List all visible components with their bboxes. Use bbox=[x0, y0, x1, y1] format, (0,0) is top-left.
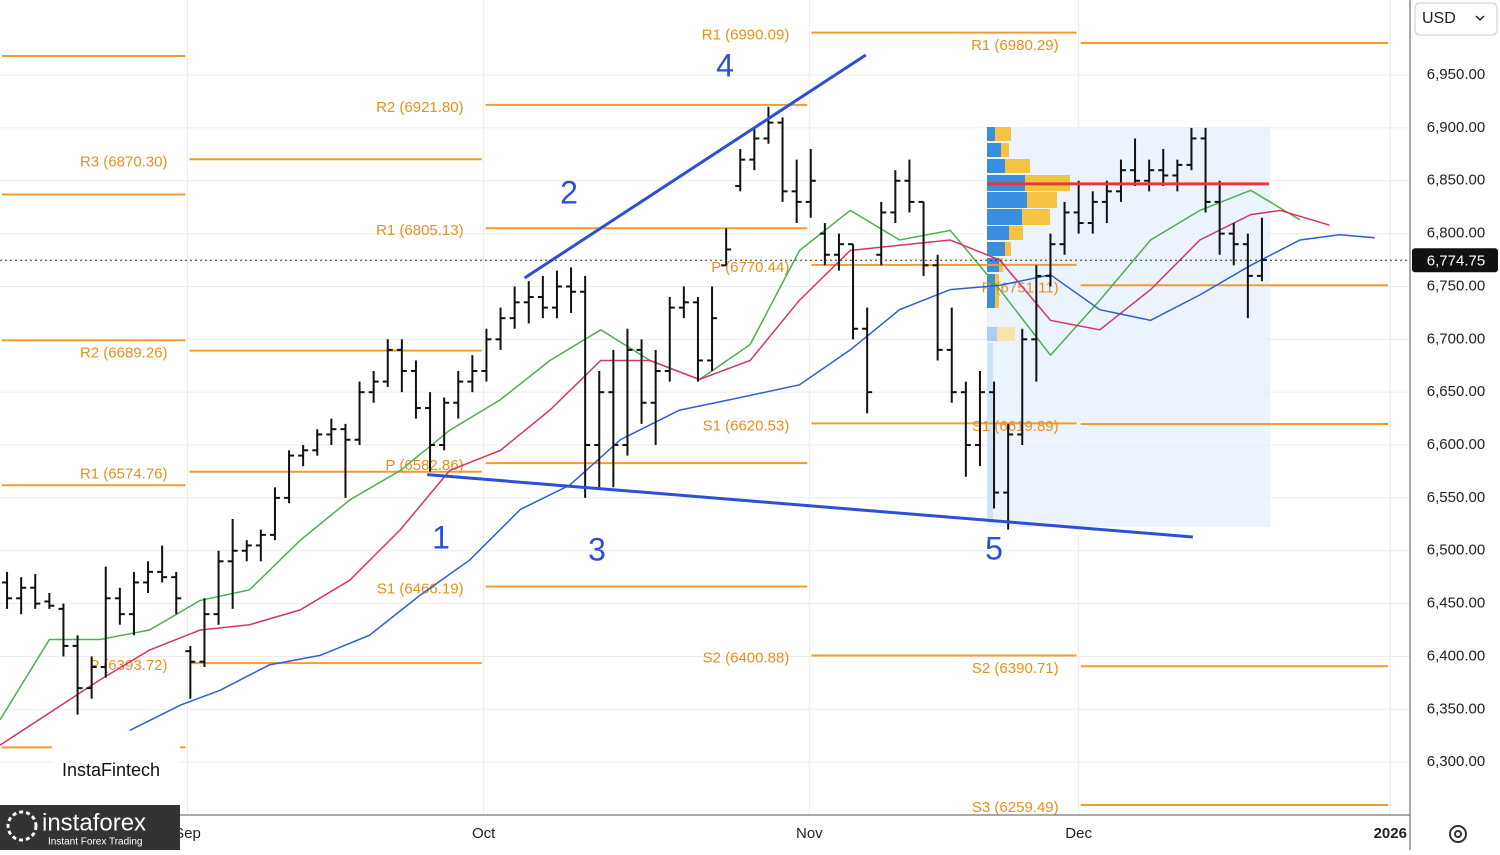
volume-profile bbox=[987, 127, 1070, 523]
x-tick-label: Sep bbox=[174, 825, 201, 842]
dropdown-arrow bbox=[1475, 15, 1485, 22]
currency-label[interactable]: USD bbox=[1422, 10, 1456, 27]
pivot-label: P (6393.72) bbox=[89, 657, 167, 674]
pivot-label: R2 (6689.26) bbox=[80, 345, 168, 362]
settings-icon[interactable] bbox=[1449, 825, 1467, 843]
y-tick-label: 6,500.00 bbox=[1427, 542, 1485, 559]
last-price-label: 6,774.75 bbox=[1427, 252, 1485, 269]
y-tick-label: 6,550.00 bbox=[1427, 489, 1485, 506]
y-tick-label: 6,600.00 bbox=[1427, 436, 1485, 453]
y-tick-label: 6,750.00 bbox=[1427, 277, 1485, 294]
pivot-label: S1 (6466.19) bbox=[377, 580, 464, 597]
y-tick-label: 6,350.00 bbox=[1427, 700, 1485, 717]
y-tick-label: 6,850.00 bbox=[1427, 172, 1485, 189]
pivot-label: R3 (6870.30) bbox=[80, 153, 168, 170]
y-tick-label: 6,700.00 bbox=[1427, 330, 1485, 347]
y-tick-label: 6,900.00 bbox=[1427, 119, 1485, 136]
y-tick-label: 6,450.00 bbox=[1427, 595, 1485, 612]
wave-label: 2 bbox=[560, 174, 578, 210]
x-tick-label: 2026 bbox=[1374, 825, 1407, 842]
moving-averages bbox=[0, 189, 1375, 746]
moving-average bbox=[129, 233, 1375, 732]
overlay: 1 2 3 4 5 bbox=[0, 47, 1410, 567]
x-tick-label: Oct bbox=[472, 825, 496, 842]
y-tick-label: 6,800.00 bbox=[1427, 225, 1485, 242]
pivot-levels: R3 (6870.30) R2 (6689.26) R1 (6574.76) P (6… bbox=[2, 27, 1389, 816]
pivot-label: R1 (6980.29) bbox=[971, 37, 1059, 54]
trendline bbox=[523, 53, 867, 280]
wave-label: 4 bbox=[716, 47, 734, 83]
y-tick-label: 6,950.00 bbox=[1427, 66, 1485, 83]
pivot-label: S1 (6620.53) bbox=[703, 417, 790, 434]
pivot-label: S2 (6400.88) bbox=[703, 649, 790, 666]
pivot-label: R1 (6574.76) bbox=[80, 466, 168, 483]
x-tick-label: Nov bbox=[796, 825, 823, 842]
wave-label: 5 bbox=[985, 530, 1003, 566]
pivot-label: S2 (6390.71) bbox=[972, 660, 1059, 677]
pivot-label: S3 (6259.49) bbox=[972, 799, 1059, 816]
logo-icon bbox=[6, 810, 38, 842]
logo-box bbox=[0, 805, 180, 850]
x-tick-label: Dec bbox=[1065, 825, 1092, 842]
y-tick-label: 6,650.00 bbox=[1427, 383, 1485, 400]
trendline bbox=[427, 473, 1193, 539]
pivot-label: R1 (6990.09) bbox=[702, 27, 790, 44]
logo-tagline: Instant Forex Trading bbox=[48, 837, 143, 848]
brand-box bbox=[52, 735, 180, 803]
pivot-label: P (6582.86) bbox=[386, 457, 464, 474]
pivot-label: S1 (6619.89) bbox=[972, 418, 1059, 435]
logo-text: instaforex bbox=[42, 809, 146, 836]
currency-select[interactable] bbox=[1414, 2, 1498, 36]
brand-fintech: InstaFintech bbox=[62, 760, 160, 780]
wave-label: 3 bbox=[588, 531, 606, 567]
pivot-label: P (6770.44) bbox=[711, 259, 789, 276]
moving-average bbox=[0, 209, 1330, 746]
y-tick-label: 6,400.00 bbox=[1427, 647, 1485, 664]
pivot-label: R1 (6805.13) bbox=[376, 222, 464, 239]
axes: 6,300.00 6,350.00 6,400.00 6,450.00 6,500.00… bbox=[174, 66, 1498, 842]
wave-label: 1 bbox=[432, 519, 450, 555]
price-bars bbox=[2, 106, 1267, 715]
y-tick-label: 6,300.00 bbox=[1427, 753, 1485, 770]
last-price-box bbox=[1412, 248, 1498, 273]
pivot-label: R2 (6921.80) bbox=[376, 99, 464, 116]
